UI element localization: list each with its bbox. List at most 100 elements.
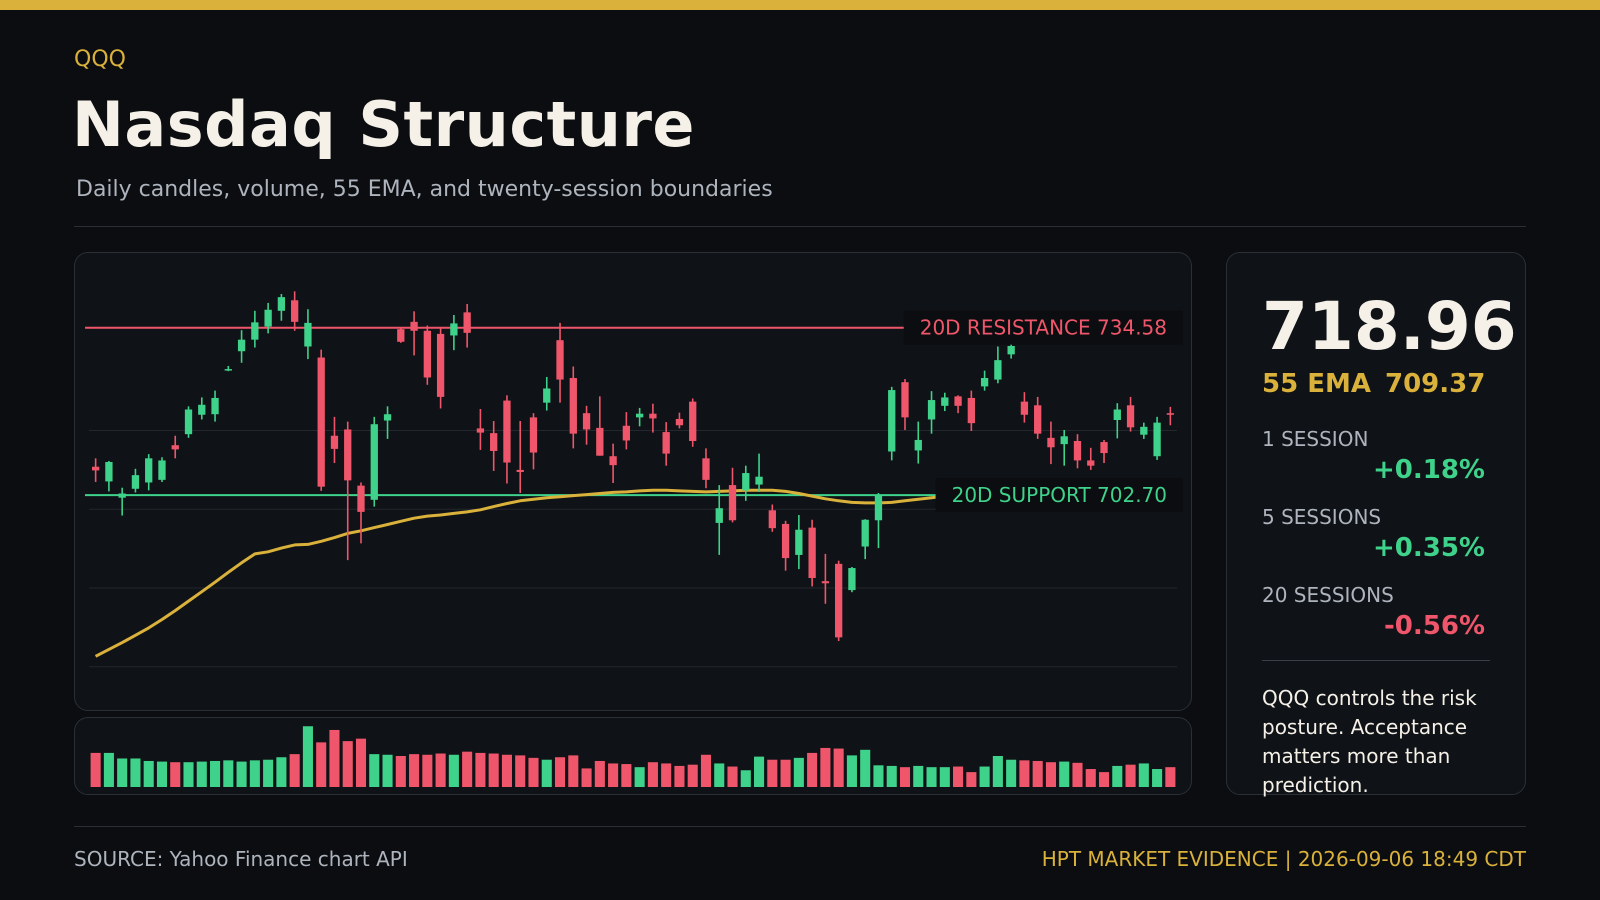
price-chart: 20D RESISTANCE 734.58 20D SUPPORT 702.70 [85, 291, 1183, 668]
candle-body [317, 357, 325, 487]
candle-body [211, 397, 219, 415]
candle-body [476, 428, 485, 433]
candle [755, 453, 763, 492]
footer-source: SOURCE: Yahoo Finance chart API [74, 847, 408, 871]
volume-bar [143, 760, 154, 787]
volume-bar [1019, 760, 1030, 787]
candle-body [1034, 405, 1042, 434]
candle [304, 309, 312, 360]
volume-bar [554, 757, 566, 787]
volume-bar [1138, 763, 1149, 787]
candle [980, 370, 989, 391]
candle [410, 311, 418, 356]
volume-bar [316, 742, 327, 787]
candle [914, 421, 922, 464]
volume-bar [382, 754, 393, 787]
volume-bar [329, 729, 340, 787]
candle-body [980, 378, 989, 387]
candle-body [397, 329, 405, 342]
candle [1034, 396, 1042, 439]
candle [1126, 396, 1135, 432]
volume-bar [249, 760, 260, 787]
header-divider [74, 226, 1526, 227]
volume-bar [90, 752, 101, 787]
candle [529, 413, 538, 470]
candle [344, 421, 352, 561]
candle-body [755, 476, 763, 485]
volume-bar [926, 767, 937, 787]
volume-bar [409, 754, 420, 787]
volume-bar [276, 757, 287, 787]
volume-bar [501, 754, 512, 787]
candle-body [516, 469, 524, 472]
candle [516, 421, 524, 493]
candle [450, 315, 458, 351]
candle [370, 416, 378, 507]
candle-body [503, 400, 511, 463]
volume-bar [369, 754, 380, 787]
candle-body [543, 388, 551, 403]
candle-body [344, 429, 352, 481]
volume-chart [90, 726, 1176, 787]
candle-body [423, 330, 431, 378]
volume-bar [846, 755, 857, 787]
volume-panel [74, 717, 1192, 795]
stat-value-20-sessions: -0.56% [1384, 611, 1485, 641]
volume-bar [1006, 759, 1017, 787]
candle-body [649, 413, 657, 419]
volume-bar [740, 770, 751, 787]
volume-bar [634, 767, 645, 787]
volume-bar [886, 765, 897, 787]
candle [728, 467, 737, 523]
candle [675, 412, 684, 429]
candle [463, 303, 471, 348]
candle-body [941, 397, 949, 406]
candle-body [927, 400, 936, 420]
volume-bar [210, 760, 221, 787]
candle-body [330, 435, 339, 449]
candle [927, 391, 936, 434]
candle [596, 396, 604, 456]
candle [649, 403, 657, 433]
volume-bar [395, 756, 406, 787]
candle [768, 504, 776, 532]
volume-bar [807, 752, 818, 787]
candle [543, 376, 551, 411]
volume-bar [117, 758, 128, 787]
volume-bar [992, 756, 1003, 787]
candle [556, 322, 564, 403]
candle [397, 327, 405, 343]
ema-value: 709.37 [1385, 369, 1486, 399]
volume-bar [581, 768, 592, 787]
candle-body [768, 510, 776, 529]
candle [569, 366, 577, 449]
volume-bar [302, 726, 313, 787]
candle [715, 485, 723, 555]
stat-value-1-session: +0.18% [1373, 455, 1485, 485]
candle-body [450, 323, 458, 336]
candle-body [1166, 413, 1175, 415]
candle [118, 487, 126, 516]
candle [251, 310, 259, 348]
page-title: Nasdaq Structure [72, 88, 695, 161]
volume-bar [687, 764, 698, 787]
candle [821, 553, 830, 604]
candle-body [954, 396, 962, 406]
candle [211, 390, 219, 422]
candle-body [1087, 460, 1095, 466]
volume-bar [515, 755, 526, 787]
candle [582, 405, 591, 445]
candle [436, 328, 445, 409]
candle-body [689, 401, 697, 441]
candle [874, 492, 883, 549]
candle-body [821, 581, 830, 584]
candle [1060, 429, 1068, 466]
volume-bar [833, 748, 844, 787]
candle [1007, 342, 1015, 359]
candle-body [158, 460, 166, 480]
candle [781, 520, 790, 571]
candle [1073, 434, 1082, 469]
candle-body [1047, 437, 1055, 448]
candle [1047, 421, 1055, 465]
candle-body [490, 433, 498, 451]
